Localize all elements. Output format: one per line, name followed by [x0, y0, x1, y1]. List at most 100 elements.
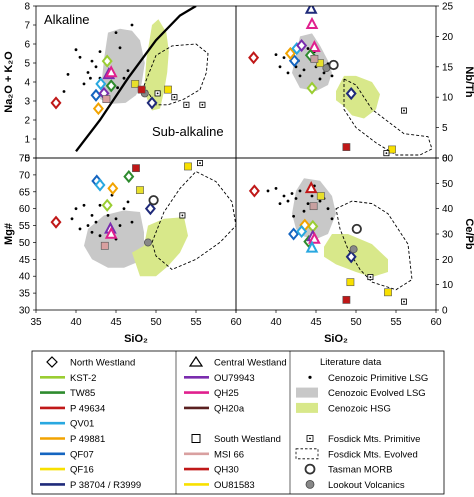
y-tick-label: 50	[442, 179, 454, 190]
lsg-point	[330, 217, 334, 221]
sample-point	[105, 79, 117, 93]
sample-point	[342, 143, 351, 151]
y-tick-label: 3	[24, 97, 30, 108]
square-dot-icon-center	[309, 437, 311, 440]
legend-label: Tasman MORB	[328, 465, 392, 476]
lsg-point	[86, 224, 90, 227]
sample-point	[92, 102, 104, 116]
sample-point	[102, 95, 111, 103]
lsg-point	[122, 76, 126, 80]
lsg-point	[322, 71, 326, 75]
y-tick-label: 0	[24, 154, 30, 165]
legend-label: P 38704 / R3999	[70, 480, 141, 491]
lsg-point	[126, 200, 130, 204]
legend-item: OU81583	[184, 480, 255, 491]
legend-label: QF16	[70, 465, 94, 476]
lsg-point	[122, 207, 126, 211]
lsg-point	[292, 214, 295, 218]
lsg-point	[66, 73, 70, 76]
sample-point	[296, 224, 308, 239]
lsg-point	[86, 71, 90, 74]
sample-point	[288, 227, 300, 241]
field-hsg	[336, 75, 380, 119]
x-axis-label: SiO₂	[324, 333, 348, 345]
legend-label: Lookout Volcanics	[328, 480, 405, 491]
sample-point-dot	[181, 214, 184, 217]
y-tick-label: 5	[442, 123, 448, 134]
lsg-point	[326, 207, 330, 211]
sample-point	[100, 241, 109, 250]
legend-label: MSI 66	[214, 449, 244, 460]
legend-item: Cenozoic Primitive LSG	[308, 373, 428, 384]
field-hsg	[132, 217, 188, 277]
sample-point	[309, 202, 318, 211]
legend-item: Tasman MORB	[304, 463, 392, 476]
legend-label: OU79943	[214, 373, 255, 384]
legend-label: QH20a	[214, 403, 245, 414]
field-evolved	[143, 43, 209, 106]
y-tick-label: 55	[19, 221, 31, 232]
lsg-point	[266, 189, 270, 193]
alkaline-divider-line	[75, 6, 197, 152]
sample-point	[310, 54, 319, 63]
legend-label: QF07	[70, 449, 94, 460]
legend-item: Cenozoic Evolved LSG	[296, 387, 426, 399]
plot-area-br	[248, 178, 413, 305]
sample-point	[388, 145, 396, 154]
legend-item: QH30	[184, 465, 239, 476]
sample-point	[132, 164, 140, 173]
sample-point	[345, 86, 357, 101]
field-evolved	[151, 170, 236, 271]
legend-swatch	[296, 387, 318, 398]
sample-point	[288, 54, 300, 68]
alkaline-label: Alkaline	[44, 12, 90, 27]
sample-point	[148, 195, 159, 206]
y-tick-label: 0	[442, 306, 448, 317]
lsg-point	[298, 74, 302, 78]
lsg-point	[290, 192, 294, 195]
lsg-point	[106, 214, 110, 217]
x-tick-label: 45	[110, 317, 122, 328]
legend-label: South Westland	[214, 434, 281, 445]
sample-point	[316, 59, 324, 68]
y-tick-label: 10	[442, 280, 454, 291]
sample-point	[107, 181, 119, 195]
x-tick-label: 60	[230, 317, 242, 328]
dot-icon	[308, 375, 312, 379]
sample-point	[304, 181, 318, 194]
circle-icon	[305, 479, 315, 489]
sample-point	[94, 178, 106, 192]
legend-swatch	[296, 402, 318, 413]
lsg-point	[90, 214, 94, 217]
sample-point	[284, 46, 296, 60]
legend-label: Cenozoic Primitive LSG	[328, 373, 428, 384]
x-tick-label: 50	[350, 317, 362, 328]
sample-point	[90, 88, 102, 102]
sample-point	[342, 295, 351, 304]
lsg-point	[294, 197, 298, 200]
sample-point	[305, 16, 319, 29]
legend-item: TW85	[40, 388, 95, 399]
lsg-point	[302, 68, 306, 72]
y-tick-label: 4	[24, 78, 30, 89]
y-tick-label: 15	[442, 62, 454, 73]
sample-point	[143, 238, 152, 247]
sample-point	[104, 226, 118, 239]
lsg-point	[330, 74, 334, 78]
legend-swatch	[295, 448, 319, 460]
y-tick-label: 75	[19, 154, 31, 165]
y-axis-label: Ce/Pb	[463, 218, 474, 249]
sample-point	[101, 198, 113, 212]
sample-point-dot	[185, 103, 188, 106]
sample-point	[308, 40, 321, 53]
lsg-point	[118, 224, 122, 227]
legend-item: North Westland	[46, 356, 135, 369]
lsg-point	[130, 23, 134, 27]
lsg-point	[74, 207, 78, 211]
sample-point-dot	[201, 103, 204, 106]
legend-item: OU79943	[184, 373, 255, 384]
legend-label: P 49634	[70, 403, 105, 414]
lsg-point	[94, 220, 98, 224]
lsg-point	[82, 82, 86, 86]
